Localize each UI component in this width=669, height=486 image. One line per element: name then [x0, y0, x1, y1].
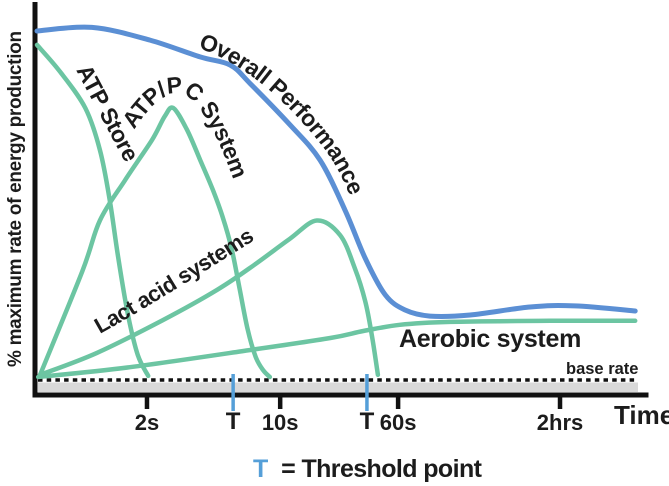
curve-lact-acid-systems [37, 218, 381, 378]
threshold-label-t: T [360, 408, 375, 435]
curve-atp-store [34, 42, 151, 379]
curves [34, 24, 638, 380]
base-rate-band [38, 382, 638, 392]
tick-label-2s: 2s [135, 410, 159, 435]
aerobic-system-label: Aerobic system [399, 325, 581, 353]
threshold-legend: T = Threshold point [253, 455, 483, 483]
x-axis-label: Time [614, 400, 669, 430]
x-axis-ticks: 2s T 10s T 60s 2hrs [135, 374, 583, 435]
y-axis-line [32, 2, 38, 398]
threshold-legend-symbol: T [253, 455, 268, 483]
base-rate-label: base rate [566, 360, 638, 378]
tick-label-10s: 10s [262, 410, 299, 435]
x-axis-line [32, 392, 649, 398]
threshold-legend-text: = Threshold point [281, 455, 482, 483]
curve-overall-performance [34, 24, 638, 319]
tick-label-2hrs: 2hrs [537, 410, 583, 435]
threshold-label-t: T [226, 408, 241, 435]
curve-aerobic-system [35, 318, 638, 380]
y-axis-label: % maximum rate of energy production [5, 31, 26, 367]
tick-label-60s: 60s [380, 410, 417, 435]
